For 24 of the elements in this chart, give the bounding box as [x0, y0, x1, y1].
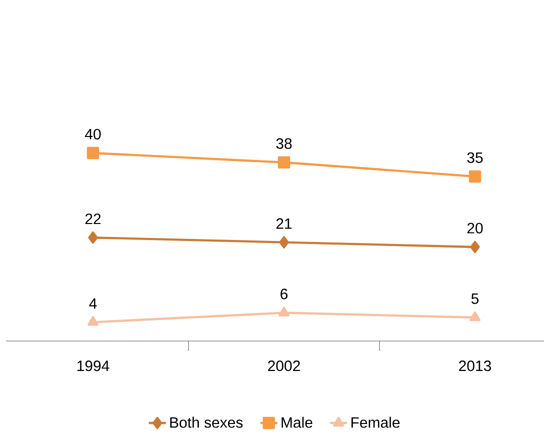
legend-label: Female	[351, 416, 400, 428]
data-label: 20	[467, 222, 483, 234]
point	[470, 311, 480, 322]
legend-label: Both sexes	[170, 416, 243, 428]
point	[279, 236, 289, 248]
point	[468, 170, 482, 183]
point	[278, 306, 290, 316]
data-label: 38	[276, 138, 292, 149]
x-tick-label: 2013	[459, 360, 492, 372]
data-label: 35	[467, 152, 483, 163]
data-label: 22	[85, 214, 101, 224]
point	[88, 316, 98, 326]
data-label: 40	[85, 128, 101, 140]
point	[88, 231, 98, 244]
data-label: 6	[280, 288, 288, 300]
data-label: 21	[276, 218, 292, 229]
legend-label: Male	[282, 416, 312, 428]
data-label: 4	[89, 298, 97, 309]
point	[86, 146, 100, 160]
x-tick-label: 2002	[268, 360, 300, 372]
x-tick-label: 1994	[77, 360, 110, 372]
point	[470, 240, 480, 254]
data-label: 5	[471, 293, 479, 304]
point	[278, 156, 290, 168]
